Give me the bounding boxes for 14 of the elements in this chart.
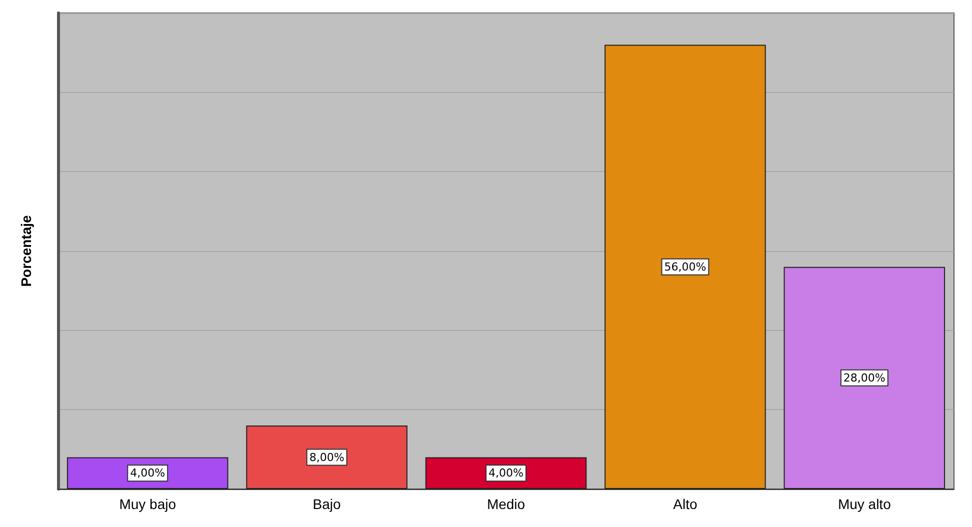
data-label: 4,00% [130,466,166,480]
bar [784,266,946,489]
x-tick-label: Bajo [312,496,342,512]
x-tick-label: Muy bajo [119,496,176,512]
bar [246,426,408,489]
data-label: 8,00% [309,450,344,464]
x-tick-label: Medio [486,496,526,512]
data-label: 56,00% [664,260,706,274]
bar [604,44,766,489]
x-tick-label: Muy alto [838,496,892,512]
data-label: 28,00% [843,371,886,384]
y-axis-title: Porcentaje [18,214,34,287]
data-label: 4,00% [488,466,524,480]
x-tick-label: Alto [673,496,698,512]
